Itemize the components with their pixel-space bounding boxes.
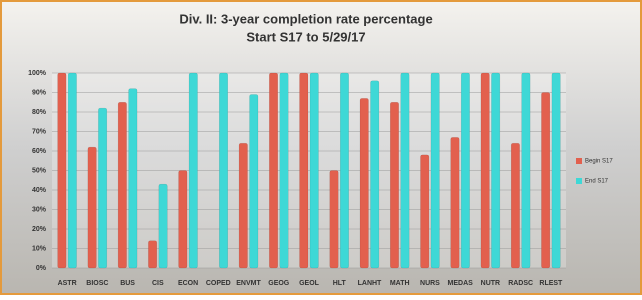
y-tick-label: 90% bbox=[32, 89, 47, 96]
bar bbox=[189, 73, 197, 268]
bar bbox=[340, 73, 348, 268]
chart-subtitle: Start S17 to 5/29/17 bbox=[246, 29, 365, 44]
legend-label: End S17 bbox=[585, 179, 609, 185]
bar bbox=[98, 108, 106, 268]
bar bbox=[481, 73, 489, 268]
y-tick-label: 100% bbox=[28, 70, 47, 77]
bar bbox=[280, 73, 288, 268]
bar bbox=[58, 73, 66, 268]
y-tick-label: 50% bbox=[32, 167, 47, 174]
bar bbox=[390, 102, 398, 268]
legend-swatch bbox=[576, 178, 582, 184]
bar bbox=[401, 73, 409, 268]
x-tick-label: ECON bbox=[178, 280, 198, 287]
bar bbox=[451, 137, 459, 268]
bar bbox=[300, 73, 308, 268]
y-tick-label: 80% bbox=[32, 109, 47, 116]
y-tick-label: 60% bbox=[32, 148, 47, 155]
bar bbox=[148, 241, 156, 268]
legend-label: Begin S17 bbox=[585, 159, 613, 165]
bar bbox=[269, 73, 277, 268]
bar bbox=[370, 81, 378, 268]
x-tick-label: GEOG bbox=[268, 280, 290, 287]
x-tick-label: MATH bbox=[390, 280, 410, 287]
legend-swatch bbox=[576, 158, 582, 164]
bar bbox=[431, 73, 439, 268]
y-tick-label: 10% bbox=[32, 245, 47, 252]
x-tick-label: LANHT bbox=[358, 280, 382, 287]
y-tick-label: 30% bbox=[32, 206, 47, 213]
y-tick-label: 0% bbox=[36, 265, 47, 272]
bar bbox=[522, 73, 530, 268]
bar bbox=[68, 73, 76, 268]
bar bbox=[129, 89, 137, 268]
bar bbox=[310, 73, 318, 268]
x-tick-label: RLEST bbox=[539, 280, 563, 287]
y-tick-label: 70% bbox=[32, 128, 47, 135]
bar bbox=[159, 184, 167, 268]
bar bbox=[511, 143, 519, 268]
x-tick-label: BIOSC bbox=[86, 280, 108, 287]
x-tick-label: ASTR bbox=[58, 280, 77, 287]
chart-title: Div. II: 3-year completion rate percenta… bbox=[179, 11, 432, 26]
chart: Div. II: 3-year completion rate percenta… bbox=[0, 0, 642, 295]
y-tick-label: 40% bbox=[32, 187, 47, 194]
bar bbox=[239, 143, 247, 268]
bar bbox=[461, 73, 469, 268]
bar bbox=[541, 93, 549, 269]
x-tick-label: NUTR bbox=[481, 280, 500, 287]
bar bbox=[250, 94, 258, 268]
x-tick-label: RADSC bbox=[508, 280, 533, 287]
bar bbox=[88, 147, 96, 268]
x-tick-label: ENVMT bbox=[236, 280, 261, 287]
bar bbox=[552, 73, 560, 268]
x-tick-label: COPED bbox=[206, 280, 231, 287]
y-tick-label: 20% bbox=[32, 226, 47, 233]
bar bbox=[360, 98, 368, 268]
x-tick-label: MEDAS bbox=[448, 280, 474, 287]
x-tick-label: BUS bbox=[120, 280, 135, 287]
x-tick-label: CIS bbox=[152, 280, 164, 287]
bar bbox=[491, 73, 499, 268]
bar bbox=[219, 73, 227, 268]
bar bbox=[179, 171, 187, 269]
bar bbox=[330, 171, 338, 269]
x-tick-label: GEOL bbox=[299, 280, 320, 287]
bar bbox=[118, 102, 126, 268]
x-tick-label: HLT bbox=[333, 280, 347, 287]
bar bbox=[420, 155, 428, 268]
x-tick-label: NURS bbox=[420, 280, 440, 287]
